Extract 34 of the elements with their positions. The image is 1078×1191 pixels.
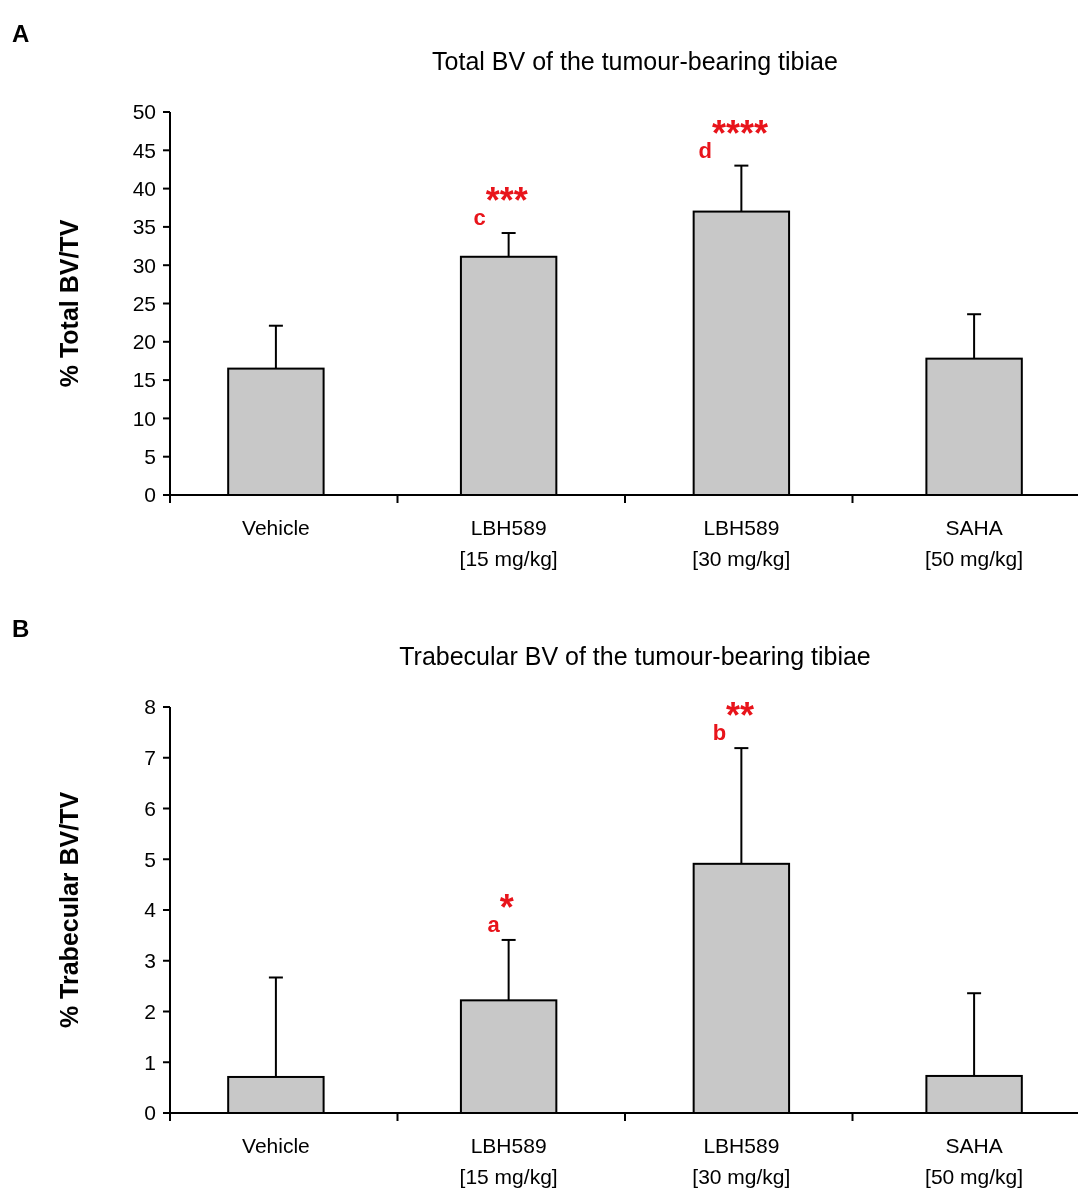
y-tick-label: 40 <box>132 176 156 200</box>
y-tick-label: 10 <box>132 406 156 430</box>
x-tick-label: SAHA [50 mg/kg] <box>925 1134 1024 1188</box>
y-axis-title: % Trabecular BV/TV <box>55 791 83 1029</box>
x-tick-label: LBH589 [15 mg/kg] <box>459 1134 558 1188</box>
x-tick-label: LBH589 [15 mg/kg] <box>459 516 558 570</box>
x-tick-label: LBH589 [30 mg/kg] <box>692 516 791 570</box>
y-tick-label: 2 <box>144 999 156 1023</box>
y-tick-label: 6 <box>144 796 156 820</box>
chart-title: Total BV of the tumour-bearing tibiae <box>432 47 838 75</box>
x-tick-label: LBH589 [30 mg/kg] <box>692 1134 791 1188</box>
x-tick-label: Vehicle <box>242 516 310 539</box>
y-tick-label: 0 <box>144 1101 156 1125</box>
y-tick-label: 20 <box>132 330 156 354</box>
y-tick-label: 5 <box>144 445 156 469</box>
x-tick-label: Vehicle <box>242 1134 310 1157</box>
y-tick-label: 8 <box>144 695 156 719</box>
y-tick-label: 15 <box>132 368 156 392</box>
y-tick-label: 50 <box>132 100 156 124</box>
y-tick-label: 1 <box>144 1050 156 1074</box>
text: B <box>12 615 30 642</box>
y-tick-label: 30 <box>132 253 156 277</box>
text: A <box>12 20 30 47</box>
y-tick-label: 35 <box>132 215 156 239</box>
y-tick-label: 25 <box>132 291 156 315</box>
y-tick-label: 5 <box>144 847 156 871</box>
y-tick-label: 45 <box>132 138 156 162</box>
y-tick-label: 3 <box>144 949 156 973</box>
y-tick-label: 4 <box>144 898 157 922</box>
y-tick-label: 0 <box>144 483 156 507</box>
y-tick-label: 7 <box>144 746 156 770</box>
y-axis-title: % Total BV/TV <box>55 219 83 388</box>
chart-title: Trabecular BV of the tumour-bearing tibiae <box>399 642 871 670</box>
x-tick-label: SAHA [50 mg/kg] <box>925 516 1024 570</box>
